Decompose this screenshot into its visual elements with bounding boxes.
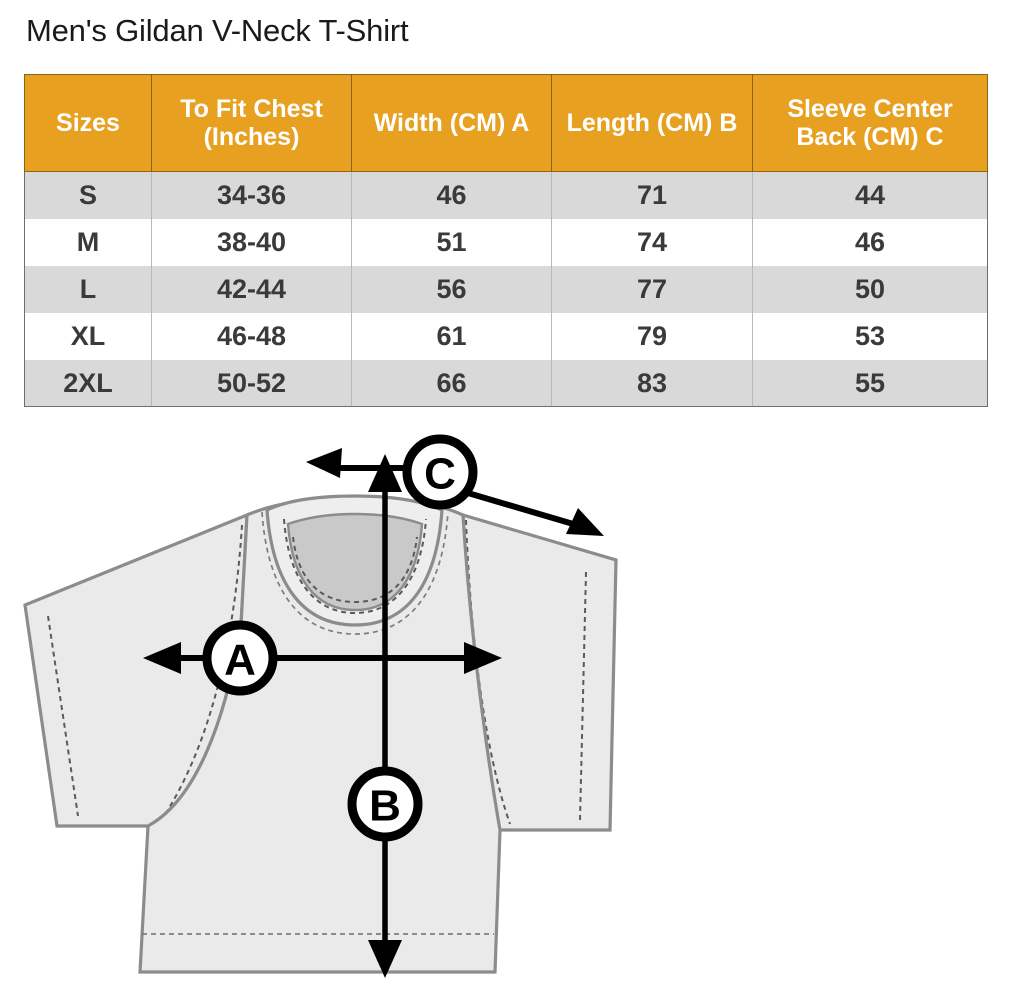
cell-size: XL bbox=[24, 312, 152, 360]
cell-sleeve: 55 bbox=[752, 359, 988, 407]
table-row: XL 46-48 61 79 53 bbox=[24, 312, 988, 360]
measurement-c-arrow-left bbox=[306, 448, 342, 478]
measurement-b-arrow-up bbox=[368, 454, 402, 492]
size-chart-container: Sizes To Fit Chest (Inches) Width (CM) A… bbox=[24, 74, 988, 407]
size-chart-table: Sizes To Fit Chest (Inches) Width (CM) A… bbox=[24, 74, 988, 407]
cell-length: 79 bbox=[551, 312, 753, 360]
cell-sleeve: 53 bbox=[752, 312, 988, 360]
column-header-chest: To Fit Chest (Inches) bbox=[151, 74, 352, 172]
cell-size: 2XL bbox=[24, 359, 152, 407]
cell-chest: 50-52 bbox=[151, 359, 352, 407]
cell-width: 66 bbox=[351, 359, 552, 407]
column-header-length: Length (CM) B bbox=[551, 74, 753, 172]
measurement-c-label: C bbox=[424, 450, 456, 499]
table-header-row: Sizes To Fit Chest (Inches) Width (CM) A… bbox=[24, 74, 988, 172]
cell-chest: 46-48 bbox=[151, 312, 352, 360]
measurement-a-group: A bbox=[143, 620, 502, 696]
cell-size: M bbox=[24, 218, 152, 266]
column-header-sleeve: Sleeve Center Back (CM) C bbox=[752, 74, 988, 172]
collar-inner-back-neck bbox=[286, 512, 424, 612]
measurement-b-label: B bbox=[369, 782, 401, 831]
collar-outer-stitch bbox=[261, 511, 449, 635]
column-header-sizes: Sizes bbox=[24, 74, 152, 172]
measurement-b-arrow-down bbox=[368, 940, 402, 978]
cell-sleeve: 46 bbox=[752, 218, 988, 266]
cell-width: 61 bbox=[351, 312, 552, 360]
measurement-a-arrow-right bbox=[464, 642, 502, 674]
table-row: L 42-44 56 77 50 bbox=[24, 265, 988, 313]
cell-sleeve: 44 bbox=[752, 171, 988, 219]
measurement-c-group: C bbox=[306, 434, 604, 536]
cell-size: S bbox=[24, 171, 152, 219]
cell-sleeve: 50 bbox=[752, 265, 988, 313]
cell-length: 83 bbox=[551, 359, 753, 407]
table-row: S 34-36 46 71 44 bbox=[24, 171, 988, 219]
cell-width: 51 bbox=[351, 218, 552, 266]
cell-size: L bbox=[24, 265, 152, 313]
collar-inner-stitch bbox=[283, 518, 427, 615]
cell-chest: 34-36 bbox=[151, 171, 352, 219]
cell-chest: 38-40 bbox=[151, 218, 352, 266]
page-title: Men's Gildan V-Neck T-Shirt bbox=[26, 13, 409, 48]
tshirt-measurement-diagram: A B C bbox=[0, 420, 1018, 1007]
measurement-c-arrow-right bbox=[566, 508, 604, 536]
measurement-a-arrow-left bbox=[143, 642, 181, 674]
cell-chest: 42-44 bbox=[151, 265, 352, 313]
measurement-b-marker-circle bbox=[347, 766, 423, 842]
left-sleeve-hem-stitch bbox=[47, 615, 79, 817]
measurement-c-marker-circle bbox=[402, 434, 478, 510]
cell-length: 77 bbox=[551, 265, 753, 313]
measurement-a-marker-circle bbox=[202, 620, 278, 696]
measurement-a-label: A bbox=[224, 636, 256, 685]
collar-band-stitch bbox=[292, 536, 418, 604]
cell-length: 71 bbox=[551, 171, 753, 219]
column-header-width: Width (CM) A bbox=[351, 74, 552, 172]
cell-length: 74 bbox=[551, 218, 753, 266]
measurement-b-group: B bbox=[347, 454, 423, 978]
table-row: M 38-40 51 74 46 bbox=[24, 218, 988, 266]
measurement-c-line-right bbox=[467, 490, 581, 529]
table-row: 2XL 50-52 66 83 55 bbox=[24, 359, 988, 407]
cell-width: 56 bbox=[351, 265, 552, 313]
cell-width: 46 bbox=[351, 171, 552, 219]
